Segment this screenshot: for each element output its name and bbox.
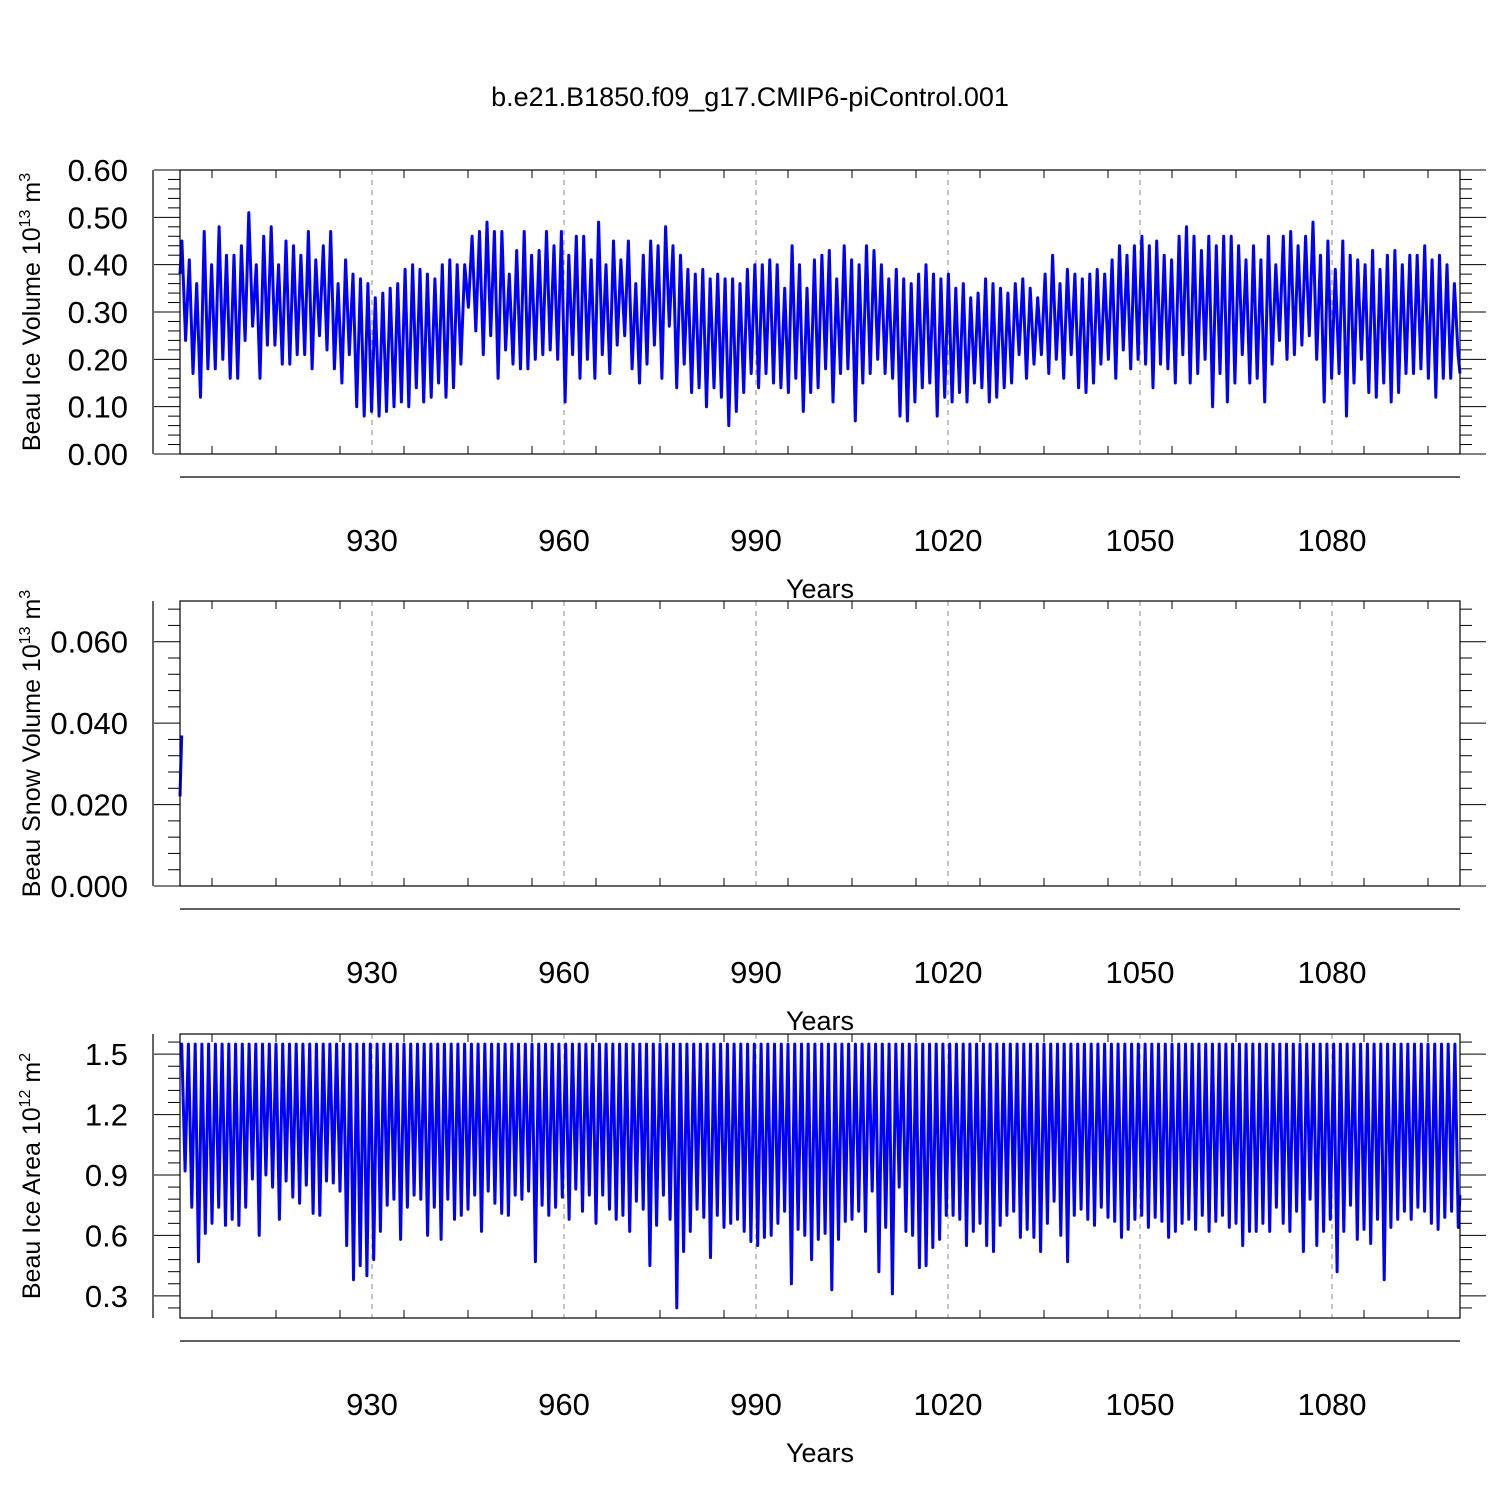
x-tick-label: 930	[346, 955, 398, 990]
y-axis: 0.3 0.6 0.9 1.2 1.5 Beau Ice Area 1012 m2	[17, 1034, 1486, 1318]
x-tick-label: 1050	[1106, 1387, 1175, 1422]
y-axis-title: Beau Ice Area 1012 m2	[17, 1053, 46, 1299]
x-tick-label: 1080	[1298, 523, 1367, 558]
data-series-line	[180, 1042, 1462, 1310]
y-axis-title: Beau Snow Volume 1013 m3	[17, 590, 46, 898]
x-tick-label: 990	[730, 523, 782, 558]
x-tick-label: 1050	[1106, 955, 1175, 990]
x-tick-label: 960	[538, 955, 590, 990]
x-tick-label: 960	[538, 523, 590, 558]
x-tick-label: 990	[730, 955, 782, 990]
plot-frame	[179, 1033, 1461, 1319]
x-axis-title: Years	[786, 1006, 854, 1036]
x-tick-label: 1020	[914, 1387, 983, 1422]
x-tick-label: 990	[730, 1387, 782, 1422]
x-axis: 930 960 990 1020 1050 1080 Years	[180, 1034, 1460, 1468]
x-tick-label: 1050	[1106, 523, 1175, 558]
x-tick-label: 1080	[1298, 955, 1367, 990]
y-tick-label: 0.020	[50, 788, 128, 823]
y-tick-label: 0.00	[68, 437, 128, 472]
y-tick-label: 0.040	[50, 706, 128, 741]
y-tick-label: 0.40	[68, 248, 128, 283]
x-axis-title: Years	[786, 574, 854, 604]
y-tick-label: 0.60	[68, 153, 128, 188]
x-tick-label: 930	[346, 1387, 398, 1422]
y-tick-label: 1.2	[85, 1098, 128, 1133]
x-axis: 930 960 990 1020 1050 1080 Years	[180, 170, 1460, 604]
figure-title: b.e21.B1850.f09_g17.CMIP6-piControl.001	[491, 82, 1009, 112]
plot-frame	[179, 600, 1461, 887]
y-tick-label: 0.6	[85, 1218, 128, 1253]
x-axis-title: Years	[786, 1438, 854, 1468]
y-axis: 0.00 0.10 0.20 0.30 0.40 0.50 0.60 Beau Ice Vol…	[17, 153, 1486, 472]
y-tick-label: 1.5	[85, 1037, 128, 1072]
y-tick-label: 0.000	[50, 869, 128, 904]
y-tick-label: 0.30	[68, 295, 128, 330]
x-tick-label: 930	[346, 523, 398, 558]
y-axis-title: Beau Ice Volume 1013 m3	[17, 173, 46, 451]
panel-1: 0.00 0.10 0.20 0.30 0.40 0.50 0.60 Beau Ice Vol…	[17, 153, 1486, 604]
y-tick-label: 0.3	[85, 1279, 128, 1314]
y-tick-label: 0.9	[85, 1158, 128, 1193]
x-tick-label: 1080	[1298, 1387, 1367, 1422]
y-tick-label: 0.10	[68, 390, 128, 425]
y-tick-label: 0.50	[68, 200, 128, 235]
x-tick-label: 1020	[914, 523, 983, 558]
data-series-line	[178, 211, 1462, 428]
y-tick-label: 0.060	[50, 625, 128, 660]
y-tick-label: 0.20	[68, 342, 128, 377]
x-axis: 930 960 990 1020 1050 1080 Years	[180, 601, 1460, 1036]
x-tick-label: 960	[538, 1387, 590, 1422]
x-tick-label: 1020	[914, 955, 983, 990]
